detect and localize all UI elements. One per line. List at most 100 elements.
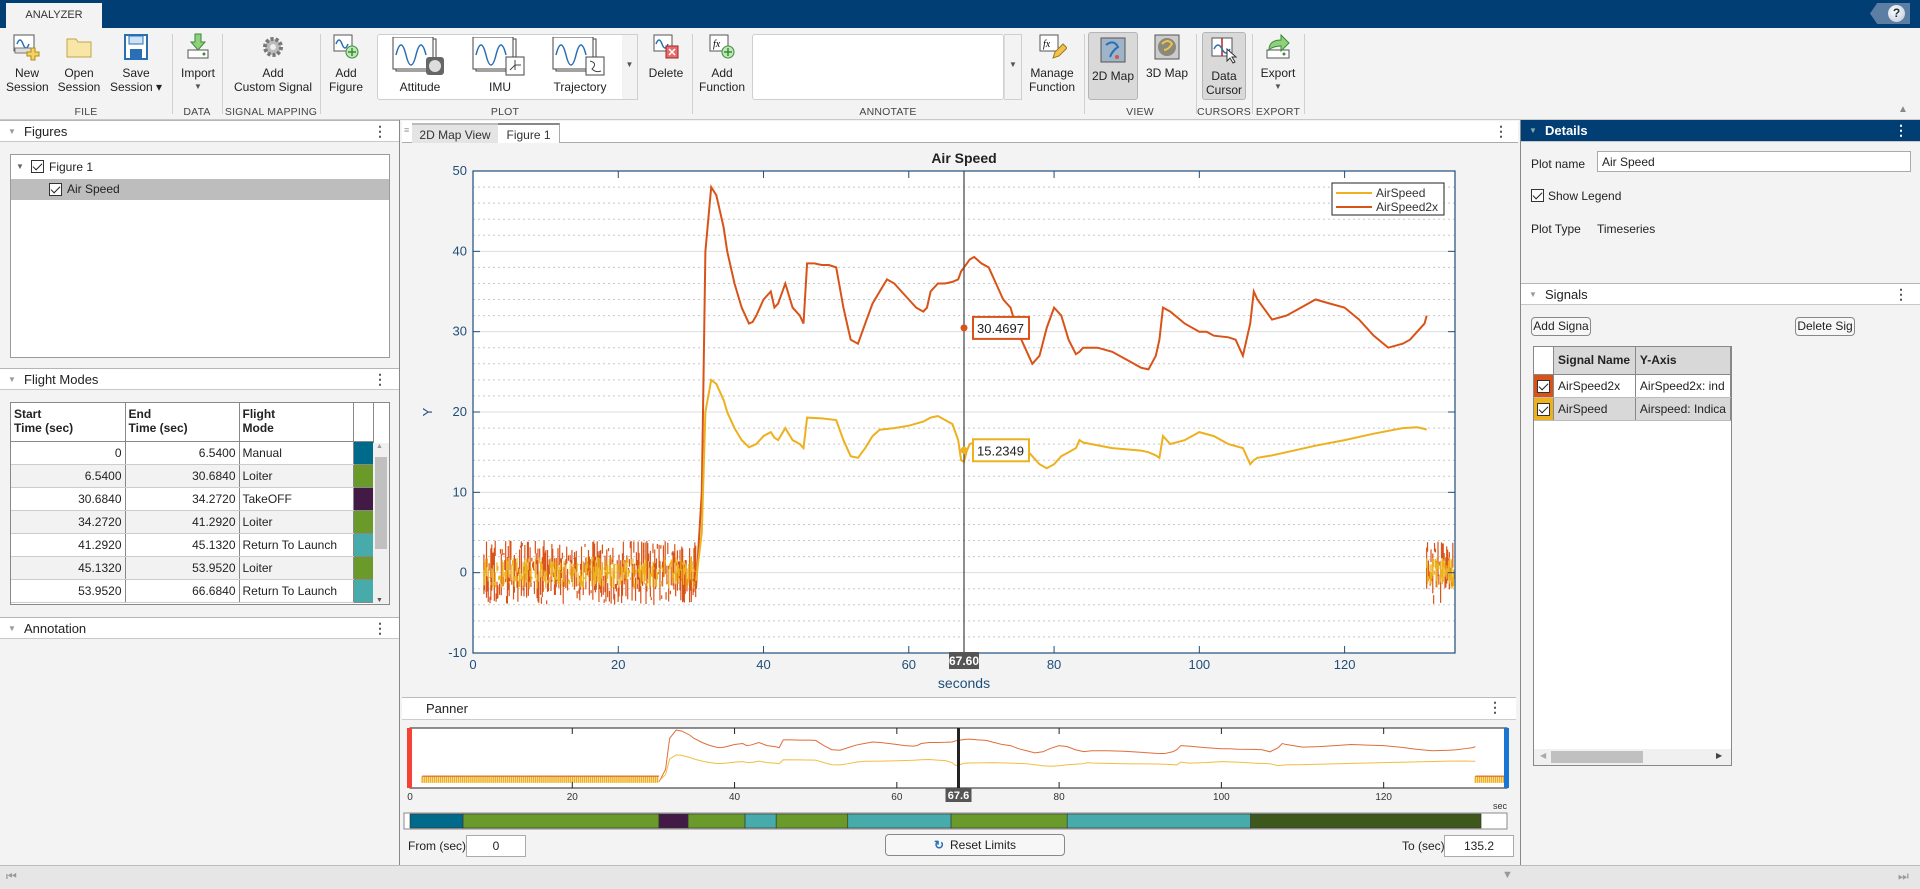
column-header-mode[interactable]: Flight Mode — [239, 403, 353, 441]
end-time-cell[interactable]: 6.5400 — [125, 441, 239, 464]
add-signal-button[interactable]: Add Signa — [1531, 317, 1591, 336]
signal-visible-checkbox-cell[interactable] — [1534, 374, 1554, 397]
start-time-cell[interactable]: 6.5400 — [11, 464, 125, 487]
scroll-right-icon[interactable]: ▶ — [1716, 751, 1722, 760]
add-figure-button[interactable]: Add Figure — [324, 32, 368, 94]
flight-mode-cell[interactable]: Return To Launch — [239, 579, 353, 602]
flight-mode-segment[interactable] — [848, 814, 951, 828]
add-function-button[interactable]: fx Add Function — [696, 32, 748, 94]
more-options-icon[interactable]: ⋮ — [373, 369, 387, 390]
end-time-cell[interactable]: 41.2920 — [125, 510, 239, 533]
annotate-function-input[interactable] — [752, 34, 1004, 100]
details-panel-header[interactable]: ▼ Details ⋮ — [1521, 120, 1920, 142]
table-row[interactable]: 0 6.5400 Manual — [11, 441, 373, 464]
signal-visible-checkbox[interactable] — [1537, 403, 1550, 416]
collapse-left-icon[interactable]: ⏮ — [6, 869, 17, 884]
flight-mode-cell[interactable]: Loiter — [239, 464, 353, 487]
more-options-icon[interactable]: ⋮ — [373, 618, 387, 639]
2d-map-button[interactable]: 2D Map — [1088, 32, 1138, 100]
flight-mode-segment[interactable] — [410, 814, 463, 828]
flight-mode-cell[interactable]: Return To Launch — [239, 533, 353, 556]
scroll-down-icon[interactable]: ▼ — [376, 597, 383, 604]
collapse-icon[interactable]: ▼ — [8, 618, 16, 639]
collapse-icon[interactable]: ▼ — [8, 369, 16, 390]
flight-modes-panel-header[interactable]: ▼ Flight Modes ⋮ — [0, 368, 399, 390]
from-sec-input[interactable]: 0 — [466, 835, 526, 857]
signal-name-cell[interactable]: AirSpeed2x — [1554, 374, 1636, 397]
table-row[interactable]: 53.9520 66.6840 Return To Launch — [11, 579, 373, 602]
flight-mode-segment[interactable] — [463, 814, 659, 828]
flight-mode-cell[interactable]: Loiter — [239, 556, 353, 579]
flight-mode-cell[interactable]: Manual — [239, 441, 353, 464]
gallery-item-trajectory[interactable]: Trajectory — [542, 37, 618, 94]
to-sec-input[interactable]: 135.2 — [1444, 835, 1514, 857]
signals-panel-header[interactable]: ▼ Signals ⋮ — [1521, 283, 1920, 305]
plot-name-input[interactable]: Air Speed — [1597, 151, 1911, 172]
collapse-icon[interactable]: ▼ — [8, 121, 16, 142]
flight-mode-segment[interactable] — [951, 814, 1067, 828]
more-options-icon[interactable]: ⋮ — [1894, 284, 1908, 305]
annotation-panel-header[interactable]: ▼ Annotation ⋮ — [0, 617, 399, 639]
table-row[interactable]: 41.2920 45.1320 Return To Launch — [11, 533, 373, 556]
table-row[interactable]: AirSpeed Airspeed: Indica — [1534, 397, 1731, 420]
collapse-bottom-icon[interactable]: ▼ — [1502, 869, 1513, 881]
tab-analyzer[interactable]: ANALYZER — [6, 3, 102, 28]
reset-limits-button[interactable]: ↻ Reset Limits — [885, 834, 1065, 856]
start-time-cell[interactable]: 45.1320 — [11, 556, 125, 579]
table-row[interactable]: 6.5400 30.6840 Loiter — [11, 464, 373, 487]
tree-node-figure-1[interactable]: ▼ Figure 1 — [11, 157, 389, 177]
end-time-cell[interactable]: 30.6840 — [125, 464, 239, 487]
table-row[interactable]: 30.6840 34.2720 TakeOFF — [11, 487, 373, 510]
table-row[interactable]: 45.1320 53.9520 Loiter — [11, 556, 373, 579]
scroll-thumb[interactable] — [1551, 751, 1643, 763]
collapse-icon[interactable]: ▼ — [1529, 284, 1537, 305]
expand-icon[interactable]: ▼ — [16, 157, 24, 177]
signal-name-cell[interactable]: AirSpeed — [1554, 397, 1636, 420]
collapse-right-icon[interactable]: ⏭ — [1898, 869, 1909, 884]
end-time-cell[interactable]: 53.9520 — [125, 556, 239, 579]
end-time-cell[interactable]: 66.6840 — [125, 579, 239, 602]
more-options-icon[interactable]: ⋮ — [373, 121, 387, 142]
flight-mode-segment[interactable] — [688, 814, 745, 828]
start-time-cell[interactable]: 53.9520 — [11, 579, 125, 602]
scroll-thumb[interactable] — [375, 457, 387, 549]
tab-figure-1[interactable]: Figure 1 — [498, 123, 560, 143]
y-axis-cell[interactable]: Airspeed: Indica — [1635, 397, 1730, 420]
start-time-cell[interactable]: 34.2720 — [11, 510, 125, 533]
add-custom-signal-button[interactable]: Add Custom Signal — [228, 32, 318, 94]
3d-map-button[interactable]: 3D Map — [1142, 32, 1192, 80]
end-time-cell[interactable]: 34.2720 — [125, 487, 239, 510]
flight-mode-segment[interactable] — [745, 814, 776, 828]
manage-function-button[interactable]: fx Manage Function — [1026, 32, 1078, 94]
signals-h-scrollbar[interactable]: ◀ ▶ — [1534, 749, 1731, 765]
flight-mode-segment[interactable] — [776, 814, 848, 828]
save-session-button[interactable]: Save Session ▾ — [110, 32, 162, 94]
scroll-up-icon[interactable]: ▲ — [376, 443, 383, 450]
table-row[interactable]: AirSpeed2x AirSpeed2x: ind — [1534, 374, 1731, 397]
annotate-dropdown-button[interactable]: ▼ — [1004, 34, 1022, 100]
flight-mode-cell[interactable]: TakeOFF — [239, 487, 353, 510]
gallery-item-imu[interactable]: IMU — [462, 37, 538, 94]
more-options-icon[interactable]: ⋮ — [1488, 699, 1502, 716]
more-options-icon[interactable]: ⋮ — [1894, 120, 1908, 141]
flight-modes-scrollbar[interactable]: ▲ ▼ — [373, 443, 389, 605]
open-session-button[interactable]: Open Session — [56, 32, 102, 94]
delete-button[interactable]: Delete — [646, 32, 686, 80]
start-time-cell[interactable]: 30.6840 — [11, 487, 125, 510]
end-time-cell[interactable]: 45.1320 — [125, 533, 239, 556]
export-button[interactable]: Export ▼ — [1256, 32, 1300, 94]
help-button[interactable]: ? — [1870, 3, 1910, 24]
signal-visible-checkbox-cell[interactable] — [1534, 397, 1554, 420]
new-session-button[interactable]: New Session — [6, 32, 48, 94]
figures-panel-header[interactable]: ▼ Figures ⋮ — [0, 120, 399, 142]
data-cursor-button[interactable]: Data Cursor — [1202, 32, 1246, 100]
air-speed-checkbox[interactable] — [49, 183, 62, 196]
collapse-toolstrip-icon[interactable]: ▲ — [1898, 104, 1908, 115]
flight-mode-cell[interactable]: Loiter — [239, 510, 353, 533]
delete-signal-button[interactable]: Delete Sig — [1795, 317, 1855, 336]
flight-mode-segment[interactable] — [1067, 814, 1250, 828]
tab-2d-map-view[interactable]: 2D Map View — [412, 123, 498, 143]
y-axis-cell[interactable]: AirSpeed2x: ind — [1635, 374, 1730, 397]
gallery-expand-button[interactable]: ▼ — [622, 34, 638, 100]
scroll-left-icon[interactable]: ◀ — [1540, 751, 1546, 760]
